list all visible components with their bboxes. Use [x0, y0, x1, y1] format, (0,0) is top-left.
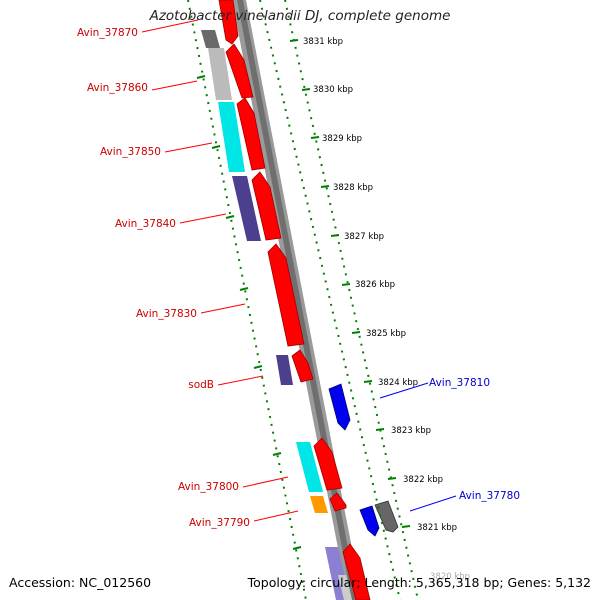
- kbp-tick-label: 3824 kbp: [378, 378, 418, 388]
- kbp-tick-label: 3828 kbp: [333, 183, 373, 193]
- cog-bar-cyan: [218, 102, 245, 172]
- gene-label-avin-37800: Avin_37800: [178, 481, 239, 493]
- label-leader-line: [409, 495, 457, 512]
- gene-label-avin-37830: Avin_37830: [136, 308, 197, 320]
- cog-bar-navy: [232, 176, 261, 241]
- kbp-tick-label: 3827 kbp: [344, 232, 384, 242]
- kbp-tick-label: 3830 kbp: [313, 85, 353, 95]
- kbp-tick-label: 3823 kbp: [391, 426, 431, 436]
- left-track-tick-dashes: [196, 75, 302, 550]
- kbp-tick-label: 3825 kbp: [366, 329, 406, 339]
- cds-forward-arrow: [291, 349, 314, 383]
- cds-reverse-arrow: [328, 383, 351, 431]
- label-leader-line: [200, 303, 246, 314]
- cds-forward-arrow: [236, 97, 266, 171]
- left-gene-labels: Avin_37870 Avin_37860 Avin_37850 Avin_37…: [77, 19, 299, 529]
- kbp-tick-label: 3826 kbp: [355, 280, 395, 290]
- forward-strand-genes: [218, 0, 371, 600]
- label-leader-line: [141, 19, 199, 33]
- right-gene-labels: Avin_37810 Avin_37780: [379, 377, 520, 512]
- cog-bar-gray-light: [208, 48, 232, 100]
- gene-label-avin-37780: Avin_37780: [459, 490, 520, 502]
- scale-dotted-track: [259, 0, 401, 600]
- gene-label-avin-37860: Avin_37860: [87, 82, 148, 94]
- gene-label-avin-37790: Avin_37790: [189, 517, 250, 529]
- cog-bar-navy: [276, 355, 293, 385]
- gene-label-sodb: sodB: [188, 379, 214, 391]
- label-leader-line: [164, 142, 213, 153]
- gene-label-avin-37810: Avin_37810: [429, 377, 490, 389]
- accession-text: Accession: NC_012560: [9, 575, 152, 590]
- kbp-tick-label: 3822 kbp: [403, 475, 443, 485]
- label-leader-line: [217, 375, 264, 386]
- label-leader-line: [242, 476, 289, 488]
- gene-label-avin-37850: Avin_37850: [100, 146, 161, 158]
- kbp-tick-label: 3829 kbp: [322, 134, 362, 144]
- outer-dotted-track-left: [187, 0, 307, 600]
- cds-forward-arrow: [313, 437, 343, 491]
- scale-tick-marks: [289, 39, 411, 528]
- cds-forward-arrow: [342, 543, 371, 600]
- gene-label-avin-37870: Avin_37870: [77, 27, 138, 39]
- cog-bar-cyan: [296, 442, 323, 492]
- cds-forward-arrow: [218, 0, 239, 45]
- cog-bar-gray-dark: [201, 30, 220, 48]
- map-title: Azotobacter vinelandii DJ, complete geno…: [149, 8, 451, 24]
- feature-color-bars: [201, 30, 352, 600]
- label-leader-line: [379, 382, 429, 399]
- outer-dotted-track-right: [284, 0, 419, 600]
- cds-reverse-arrow: [359, 505, 380, 537]
- cds-forward-arrow: [225, 43, 254, 99]
- cog-bar-gray-light: [338, 575, 352, 600]
- cds-reverse-arrow: [374, 500, 399, 533]
- reverse-strand-genes: [328, 383, 399, 537]
- cds-forward-arrow: [267, 243, 305, 347]
- gene-label-avin-37840: Avin_37840: [115, 218, 176, 230]
- kbp-tick-label: 3831 kbp: [303, 37, 343, 47]
- kbp-tick-label: 3821 kbp: [417, 523, 457, 533]
- label-leader-line: [151, 80, 198, 91]
- kbp-tick-label-faded: 3820 kbp: [430, 572, 470, 582]
- cds-forward-arrow: [251, 171, 282, 241]
- genome-summary-text: Topology: circular; Length: 5,365,318 bp…: [247, 575, 591, 590]
- cds-forward-arrow: [329, 492, 347, 512]
- cog-bar-orange: [310, 496, 328, 513]
- label-leader-line: [253, 510, 299, 522]
- label-leader-line: [179, 213, 227, 224]
- kbp-tick-labels: 3831 kbp 3830 kbp 3829 kbp 3828 kbp 3827…: [303, 37, 470, 582]
